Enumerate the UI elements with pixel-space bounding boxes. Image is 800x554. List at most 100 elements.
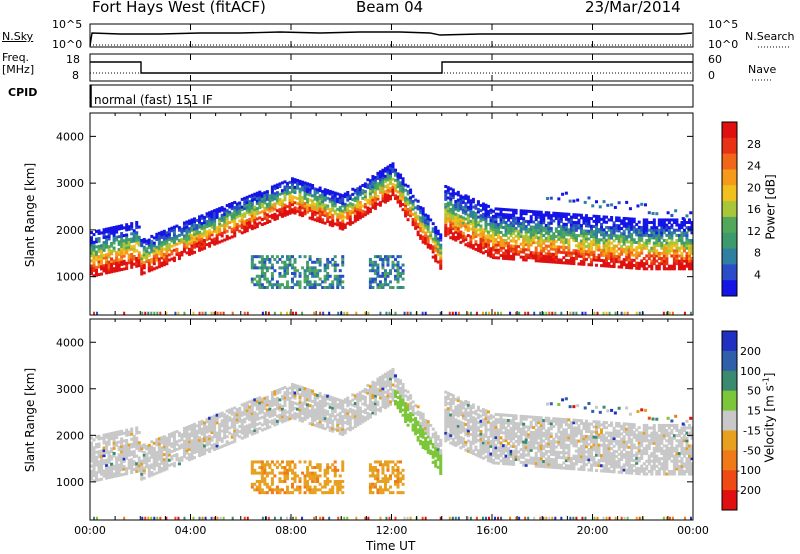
power-cell [640, 231, 644, 235]
power-cell [522, 235, 526, 239]
velocity-cell [190, 429, 194, 433]
power-cell [291, 277, 294, 281]
power-cell [680, 223, 684, 227]
velocity-cell [160, 454, 164, 458]
power-cell [572, 215, 576, 219]
power-cell [213, 211, 217, 215]
power-cell [338, 193, 342, 197]
power-cell [406, 189, 410, 193]
power-cell [401, 203, 405, 207]
velocity-cell [401, 408, 405, 412]
velocity-cell [373, 407, 377, 411]
power-cell [529, 220, 533, 224]
power-cell [112, 238, 116, 242]
power-cell [451, 237, 455, 241]
power-cell [461, 221, 465, 225]
velocity-cell [152, 449, 156, 453]
velocity-cell [117, 430, 121, 434]
power-cell [406, 311, 409, 315]
power-cell [642, 231, 646, 235]
power-cell [361, 209, 365, 213]
velocity-cell [306, 408, 310, 412]
power-cell [587, 247, 591, 251]
velocity-cell [371, 406, 375, 410]
power-cell [291, 208, 294, 212]
velocity-cell [117, 458, 121, 462]
power-cell [306, 277, 310, 281]
power-cell [436, 229, 440, 233]
velocity-cell [414, 427, 418, 431]
velocity-cell [185, 441, 189, 445]
power-cell [245, 206, 249, 210]
velocity-cell [253, 426, 257, 430]
power-cell [409, 201, 413, 205]
power-cell [617, 224, 621, 228]
power-cell [270, 208, 274, 212]
power-cell [371, 260, 375, 264]
power-cell [522, 217, 526, 221]
power-cell [636, 204, 640, 208]
velocity-cell [100, 436, 104, 440]
power-cell [316, 188, 320, 192]
power-cell [572, 249, 576, 253]
power-cell [235, 225, 239, 229]
power-cell [476, 243, 480, 247]
velocity-cell [198, 451, 202, 455]
power-cell [492, 256, 495, 260]
power-cell [569, 259, 573, 263]
power-cell [502, 243, 506, 247]
power-cell [602, 218, 606, 222]
power-cell [595, 220, 599, 224]
power-cell [557, 248, 561, 252]
velocity-cell [378, 393, 382, 397]
power-cell [147, 251, 151, 255]
power-cell [461, 206, 465, 210]
power-cell [210, 233, 214, 237]
power-cell [293, 201, 297, 205]
velocity-cell [167, 443, 171, 447]
power-cell [200, 247, 204, 251]
velocity-cell [341, 432, 345, 436]
velocity-cell [137, 461, 141, 465]
power-cell [620, 311, 623, 315]
power-cell [469, 206, 473, 210]
velocity-cell [376, 380, 380, 384]
power-cell [223, 210, 227, 214]
power-cell [399, 199, 403, 203]
power-cell [268, 207, 272, 211]
velocity-cell [353, 419, 357, 423]
power-cell [675, 233, 679, 237]
velocity-cell [306, 405, 310, 409]
power-cell [388, 187, 392, 191]
velocity-cell [278, 390, 282, 394]
velocity-cell [167, 440, 171, 444]
velocity-cell [250, 430, 254, 434]
velocity-cell [185, 436, 189, 440]
velocity-cell [92, 446, 96, 450]
power-cell [597, 243, 601, 247]
power-cell [650, 231, 654, 235]
power-cell [293, 269, 297, 273]
power-cell [466, 213, 470, 217]
power-cell [409, 211, 413, 215]
power-cell [326, 214, 330, 218]
power-cell [381, 168, 385, 172]
velocity-cell [132, 439, 136, 443]
power-cell [378, 172, 382, 176]
power-cell [554, 311, 557, 315]
power-cell [464, 204, 468, 208]
power-cell [306, 283, 310, 287]
velocity-cell [391, 370, 395, 374]
power-cell [265, 257, 269, 261]
power-cell [331, 283, 335, 287]
power-cell [670, 249, 674, 253]
velocity-cell [388, 395, 392, 399]
velocity-cell [283, 414, 287, 418]
power-cell [258, 195, 262, 199]
velocity-cell [122, 465, 126, 469]
power-cell [449, 207, 453, 211]
power-cell [479, 245, 483, 249]
power-cell [605, 220, 609, 224]
power-cell [507, 254, 511, 258]
velocity-cell [228, 431, 232, 435]
